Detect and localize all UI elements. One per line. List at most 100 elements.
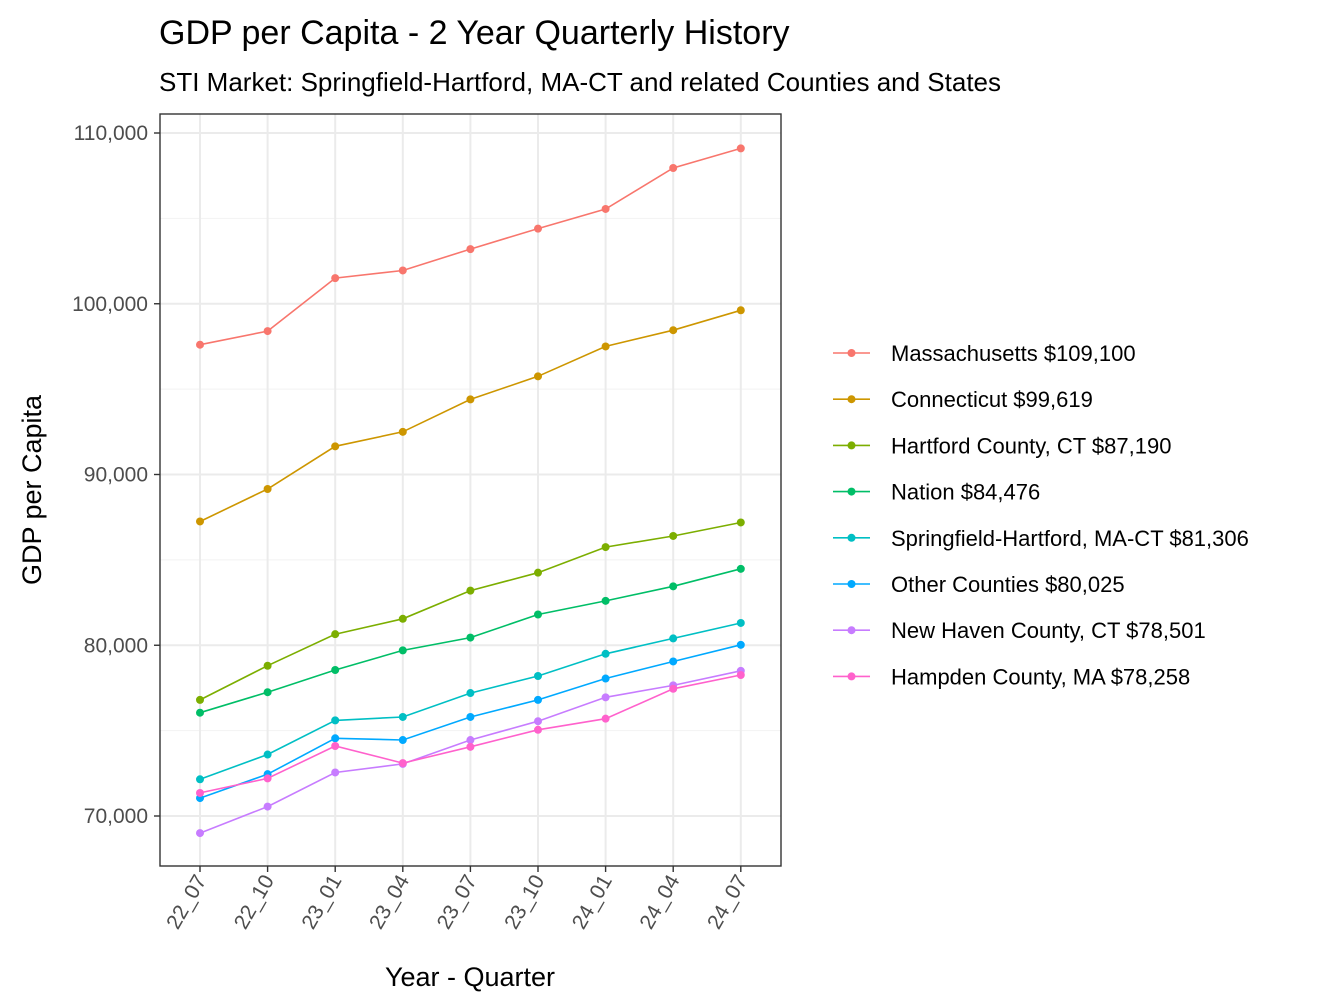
data-point xyxy=(263,688,272,697)
x-tick-label: 22_10 xyxy=(230,871,279,933)
data-point xyxy=(534,717,542,726)
y-axis-title: GDP per Capita xyxy=(17,394,47,585)
data-point xyxy=(601,649,610,658)
data-point xyxy=(601,693,610,702)
x-axis: 22_07 22_10 23_01 23_04 23_07 23_10 24_01 24_04… xyxy=(162,866,752,933)
data-point xyxy=(196,829,204,838)
legend-item: Hampden County, MA $78,258 xyxy=(833,664,1190,689)
x-tick-label: 23_07 xyxy=(433,871,482,933)
y-axis: 70,000 80,000 90,000 100,000 110,000 xyxy=(72,122,160,828)
data-point xyxy=(534,610,542,619)
data-point xyxy=(331,274,340,283)
legend-key-point xyxy=(847,395,856,404)
legend-label: Other Counties $80,025 xyxy=(891,572,1125,597)
legend-label: Hartford County, CT $87,190 xyxy=(891,433,1171,458)
data-point xyxy=(398,712,407,721)
data-point xyxy=(534,695,542,704)
data-point xyxy=(669,582,678,591)
legend-key-point xyxy=(847,580,856,588)
data-point xyxy=(331,768,340,777)
data-point xyxy=(331,666,340,675)
x-tick-label: 24_07 xyxy=(703,871,752,933)
series-lines xyxy=(196,144,745,838)
data-point xyxy=(196,788,204,797)
data-point xyxy=(466,712,475,721)
data-point xyxy=(534,725,542,734)
data-point xyxy=(196,695,204,704)
data-point xyxy=(669,531,678,540)
data-point xyxy=(331,716,340,725)
data-point xyxy=(263,750,272,759)
x-tick-label: 24_01 xyxy=(568,871,617,933)
data-point xyxy=(601,543,610,552)
data-point xyxy=(534,568,542,577)
y-tick-label: 80,000 xyxy=(84,634,148,657)
data-point xyxy=(736,306,745,315)
data-point xyxy=(196,708,204,717)
chart-title: GDP per Capita - 2 Year Quarterly Histor… xyxy=(159,14,790,52)
legend: Massachusetts $109,100 Connecticut $99,61… xyxy=(833,341,1249,689)
legend-key-point xyxy=(847,441,856,450)
legend-item: Springfield-Hartford, MA-CT $81,306 xyxy=(833,526,1249,551)
data-point xyxy=(601,342,610,351)
legend-item: Other Counties $80,025 xyxy=(833,572,1125,597)
data-point xyxy=(534,224,542,233)
data-point xyxy=(466,689,475,698)
legend-label: New Haven County, CT $78,501 xyxy=(891,618,1206,643)
data-point xyxy=(331,741,340,750)
data-point xyxy=(736,640,745,649)
data-point xyxy=(466,742,475,751)
series xyxy=(196,618,745,784)
data-point xyxy=(601,596,610,605)
legend-key-point xyxy=(847,626,856,635)
data-point xyxy=(263,327,272,336)
data-point xyxy=(601,204,610,213)
legend-key-point xyxy=(847,349,856,357)
y-tick-label: 90,000 xyxy=(84,464,148,487)
data-point xyxy=(466,395,475,404)
legend-item: New Haven County, CT $78,501 xyxy=(833,618,1206,643)
legend-item: Connecticut $99,619 xyxy=(833,387,1093,412)
data-point xyxy=(331,442,340,451)
legend-item: Nation $84,476 xyxy=(833,480,1040,505)
legend-key-point xyxy=(847,672,856,681)
data-point xyxy=(669,164,678,173)
data-point xyxy=(263,661,272,670)
data-point xyxy=(669,634,678,643)
data-point xyxy=(331,734,340,743)
legend-label: Nation $84,476 xyxy=(891,480,1040,505)
data-point xyxy=(398,427,407,436)
y-tick-label: 70,000 xyxy=(84,805,148,828)
data-point xyxy=(736,618,745,627)
legend-label: Springfield-Hartford, MA-CT $81,306 xyxy=(891,526,1249,551)
data-point xyxy=(534,671,542,680)
legend-item: Hartford County, CT $87,190 xyxy=(833,433,1171,458)
legend-key-point xyxy=(847,487,856,496)
data-point xyxy=(263,774,272,783)
data-point xyxy=(669,684,678,693)
x-tick-label: 23_01 xyxy=(297,871,346,933)
data-point xyxy=(736,564,745,573)
series xyxy=(196,518,745,704)
data-point xyxy=(466,633,475,642)
series xyxy=(196,144,745,349)
series xyxy=(196,670,745,797)
x-tick-label: 22_07 xyxy=(162,871,211,933)
y-tick-label: 110,000 xyxy=(74,122,148,145)
legend-label: Hampden County, MA $78,258 xyxy=(891,664,1190,689)
data-point xyxy=(398,614,407,623)
data-point xyxy=(736,670,745,679)
data-point xyxy=(601,714,610,723)
legend-item: Massachusetts $109,100 xyxy=(833,341,1136,366)
legend-label: Massachusetts $109,100 xyxy=(891,341,1136,366)
data-point xyxy=(669,657,678,666)
series xyxy=(196,564,745,717)
data-point xyxy=(398,266,407,275)
data-point xyxy=(196,775,204,784)
legend-key-point xyxy=(847,533,856,542)
data-point xyxy=(196,517,204,526)
data-point xyxy=(736,518,745,527)
data-point xyxy=(736,144,745,153)
data-point xyxy=(466,245,475,254)
